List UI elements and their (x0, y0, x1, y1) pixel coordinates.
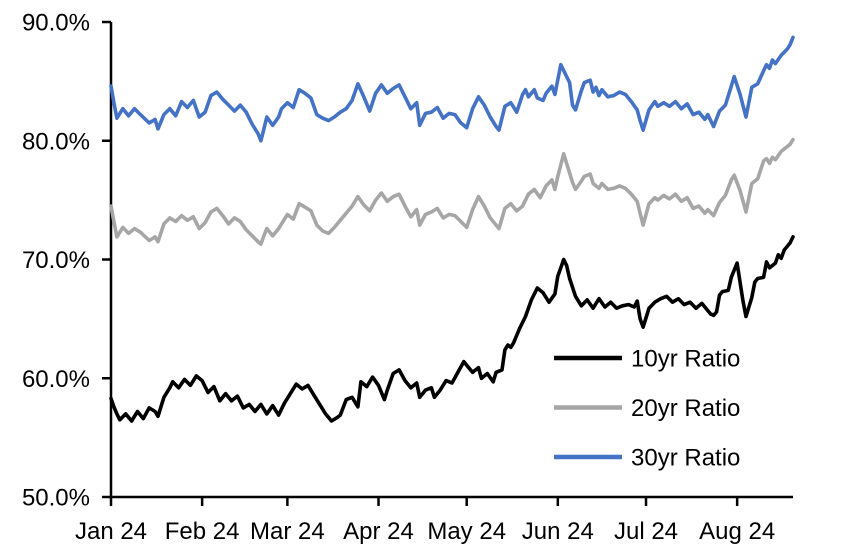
series-line-10yr-ratio (109, 235, 795, 423)
legend-label-30yr-ratio: 30yr Ratio (631, 445, 740, 472)
x-tick-label: Aug 24 (699, 518, 775, 545)
y-tick-label: 50.0% (22, 485, 90, 512)
series-line-20yr-ratio (109, 137, 795, 246)
y-tick-label: 90.0% (22, 10, 90, 37)
x-tick-label: Feb 24 (165, 518, 240, 545)
x-tick-label: Apr 24 (343, 518, 414, 545)
y-tick-label: 60.0% (22, 366, 90, 393)
x-tick-label: Jan 24 (75, 518, 147, 545)
y-tick-label: 70.0% (22, 247, 90, 274)
y-tick-label: 80.0% (22, 128, 90, 155)
legend-label-20yr-ratio: 20yr Ratio (631, 395, 740, 422)
series-line-30yr-ratio (109, 35, 795, 143)
x-tick-label: May 24 (427, 518, 506, 545)
x-tick-label: Jun 24 (522, 518, 594, 545)
legend-label-10yr-ratio: 10yr Ratio (631, 346, 740, 373)
x-tick-label: Mar 24 (250, 518, 325, 545)
x-tick-label: Jul 24 (614, 518, 678, 545)
